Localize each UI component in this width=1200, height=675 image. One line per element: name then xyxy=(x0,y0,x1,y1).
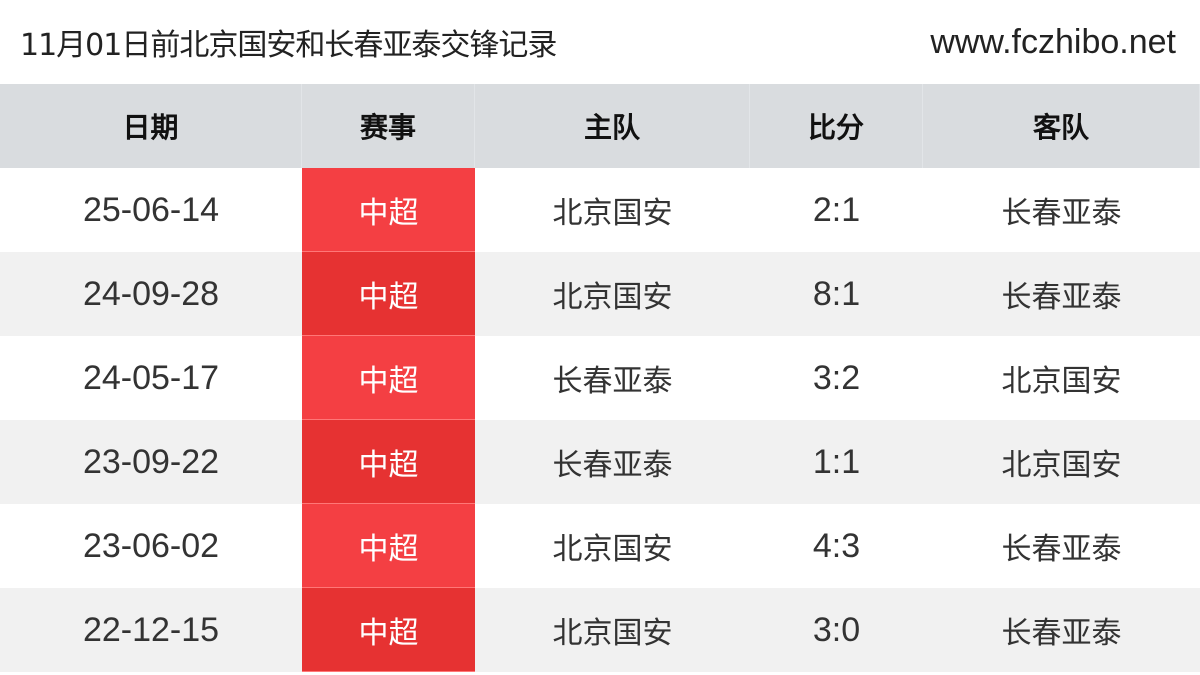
away-team-cell: 长春亚泰 xyxy=(1001,616,1122,651)
table-row: 23-06-02 中超 北京国安 4:3 长春亚泰 xyxy=(0,504,1200,588)
league-cell: 中超 xyxy=(302,420,475,504)
league-cell: 中超 xyxy=(302,588,475,672)
score-cell: 8:1 xyxy=(812,274,861,313)
col-league: 赛事 xyxy=(302,84,475,168)
score-cell: 4:3 xyxy=(812,526,861,565)
date-cell: 22-12-15 xyxy=(82,610,220,649)
home-team-cell: 北京国安 xyxy=(552,616,673,651)
away-team-cell: 长春亚泰 xyxy=(1001,196,1122,231)
col-date: 日期 xyxy=(0,84,302,168)
date-cell: 24-05-17 xyxy=(82,358,220,397)
score-cell: 3:0 xyxy=(812,610,861,649)
title-bar: 11月01日前北京国安和长春亚泰交锋记录 www.fczhibo.net xyxy=(0,0,1200,84)
date-cell: 25-06-14 xyxy=(82,190,220,229)
away-team-cell: 长春亚泰 xyxy=(1001,532,1122,567)
site-url: www.fczhibo.net xyxy=(930,22,1176,61)
col-away: 客队 xyxy=(923,84,1200,168)
table-row: 23-09-22 中超 长春亚泰 1:1 北京国安 xyxy=(0,420,1200,504)
page-title: 11月01日前北京国安和长春亚泰交锋记录 xyxy=(20,28,557,63)
away-team-cell: 北京国安 xyxy=(1001,364,1122,399)
home-team-cell: 长春亚泰 xyxy=(552,448,673,483)
league-cell: 中超 xyxy=(302,168,475,252)
table-row: 24-09-28 中超 北京国安 8:1 长春亚泰 xyxy=(0,252,1200,336)
table-row: 22-12-15 中超 北京国安 3:0 长春亚泰 xyxy=(0,588,1200,672)
table-row: 25-06-14 中超 北京国安 2:1 长春亚泰 xyxy=(0,168,1200,252)
league-cell: 中超 xyxy=(302,504,475,588)
home-team-cell: 北京国安 xyxy=(552,532,673,567)
date-cell: 23-06-02 xyxy=(82,526,220,565)
col-score: 比分 xyxy=(750,84,923,168)
table-body: 25-06-14 中超 北京国安 2:1 长春亚泰 24-09-28 中超 北京国安 8:1 长春… xyxy=(0,168,1200,672)
away-team-cell: 北京国安 xyxy=(1001,448,1122,483)
home-team-cell: 北京国安 xyxy=(552,280,673,315)
date-cell: 23-09-22 xyxy=(82,442,220,481)
league-cell: 中超 xyxy=(302,336,475,420)
home-team-cell: 长春亚泰 xyxy=(552,364,673,399)
table-row: 24-05-17 中超 长春亚泰 3:2 北京国安 xyxy=(0,336,1200,420)
home-team-cell: 北京国安 xyxy=(552,196,673,231)
away-team-cell: 长春亚泰 xyxy=(1001,280,1122,315)
score-cell: 1:1 xyxy=(812,442,861,481)
col-home: 主队 xyxy=(475,84,750,168)
table-header: 日期 赛事 主队 比分 客队 xyxy=(0,84,1200,168)
score-cell: 2:1 xyxy=(812,190,861,229)
date-cell: 24-09-28 xyxy=(82,274,220,313)
score-cell: 3:2 xyxy=(812,358,861,397)
league-cell: 中超 xyxy=(302,252,475,336)
